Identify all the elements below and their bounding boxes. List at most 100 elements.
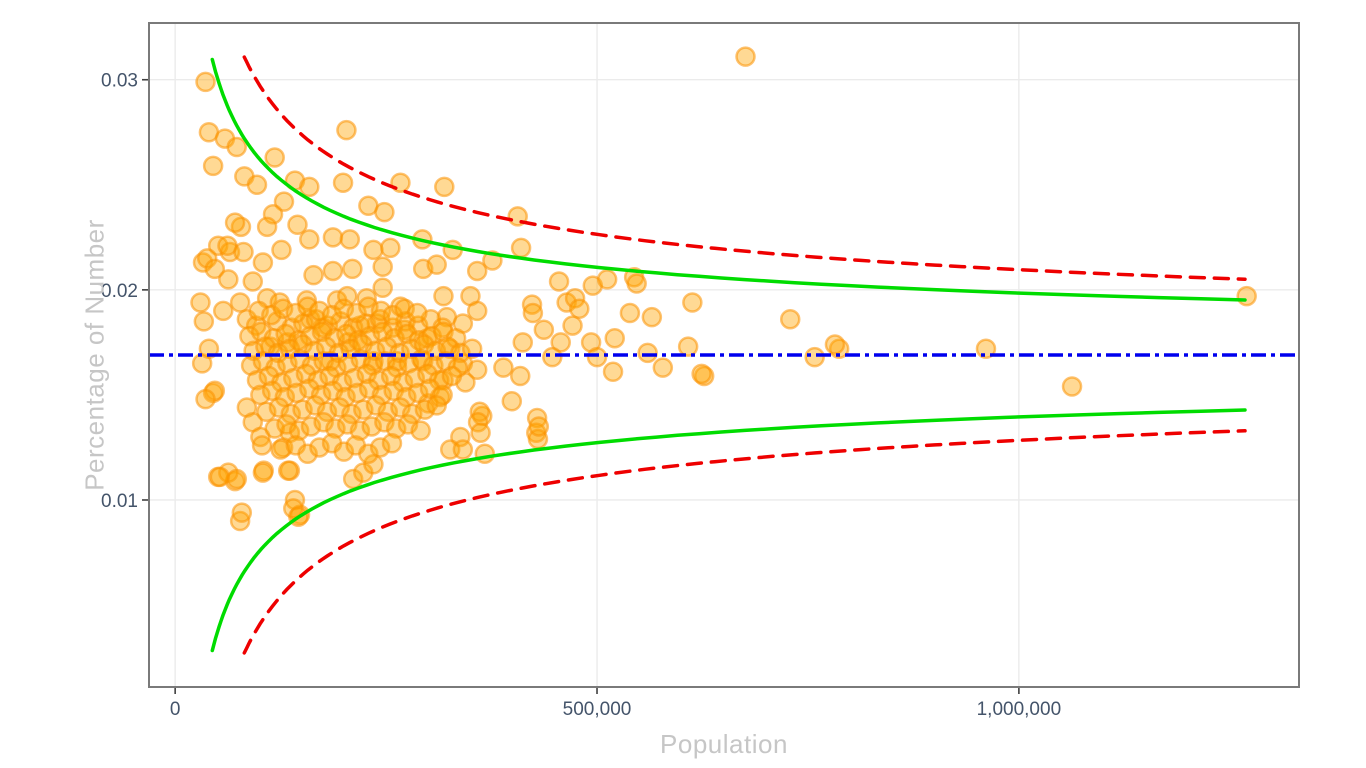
scatter-point [466,260,488,282]
y-tick-label: 0.01 [101,491,138,512]
scatter-point [417,363,438,385]
scatter-point [390,397,411,418]
scatter-point [596,269,618,290]
scatter-point [365,395,387,416]
scatter-point [295,363,317,385]
scatter-point [204,258,226,280]
scatter-point [824,334,846,355]
scatter-point [564,288,586,309]
scatter-point [299,176,320,198]
scatter-point [246,174,268,196]
scatter-point [346,302,367,324]
scatter-point [466,359,488,380]
scatter-point [256,216,278,238]
scatter-point [226,136,247,158]
scatter-point [369,437,391,458]
scatter-point [677,336,699,357]
scatter-point [363,239,384,261]
scatter-point [452,439,474,460]
scatter-point [212,300,234,322]
scatter-point [342,468,364,490]
scatter-point [426,395,447,416]
scatter-point [414,399,436,420]
scatter-point [252,462,274,483]
scatter-point [586,346,608,368]
scatter-point [209,466,231,488]
scatter-point [466,300,488,322]
scatter-point [195,71,216,93]
y-tick-label: 0.03 [101,71,138,92]
scatter-point [261,304,282,326]
scatter-point [198,338,220,359]
scatter-point [533,319,555,341]
scatter-point [374,411,395,433]
scatter-point [542,346,563,368]
scatter-point [374,201,395,223]
scatter-point [242,271,264,292]
scatter-point [229,292,251,313]
scatter-point [432,384,453,406]
scatter-point [370,300,392,322]
scatter-point [303,264,324,286]
scatter-point [339,229,361,250]
scatter-point [779,309,801,330]
scatter-point [1061,376,1083,397]
scatter-point [652,357,674,378]
scatter-point [271,239,292,261]
scatter-point [297,443,318,465]
scatter-point [322,260,344,282]
scatter-point [691,363,712,385]
scatter-point [372,256,393,277]
scatter-point [322,227,344,248]
scatter-point [195,388,216,410]
scatter-point [342,258,363,280]
x-tick-label: 0 [170,699,181,720]
scatter-point [470,422,491,443]
scatter-point [325,418,346,439]
y-axis-title-text: Percentage of Number [79,219,110,491]
scatter-point [501,390,523,412]
scatter-point [277,460,299,481]
scatter-point [268,397,290,418]
scatter-point [246,369,268,391]
scatter-point [682,292,703,313]
scatter-point [341,403,362,425]
scatter-point [410,420,431,441]
scatter-point [380,365,402,387]
scatter-point [619,302,641,324]
outer-control-limit-998-lower [242,429,1247,655]
scatter-point [381,433,403,454]
inner-control-limit-95-lower [210,408,1247,653]
scatter-point [426,254,447,275]
scatter-point [304,395,326,416]
scatter-point [407,382,429,404]
scatter-point [522,302,544,324]
panel-border [148,22,1300,688]
scatter-point [804,346,825,368]
scatter-point [569,298,590,320]
scatter-point [461,338,483,359]
scatter-point [264,418,285,439]
scatter-point [433,285,454,307]
scatter-point [407,302,428,324]
scatter-point [735,46,756,67]
scatter-point [441,365,463,387]
y-tick-label: 0.02 [101,281,138,302]
scatter-point [548,271,570,292]
scatter-point [975,338,997,359]
scatter-point [1236,285,1257,307]
scatter-point [356,363,377,385]
scatter-point [358,443,379,465]
scatter-point [280,403,301,425]
scatter-point [226,468,247,490]
scatter-point [510,237,532,259]
scatter-point [196,248,218,269]
x-tick-label: 1,000,000 [977,699,1062,720]
scatter-point [380,237,401,259]
scatter-point [602,361,624,383]
scatter-point [509,365,531,387]
scatter-point [604,327,625,349]
scatter-point [190,292,211,313]
scatter-point [442,239,463,261]
